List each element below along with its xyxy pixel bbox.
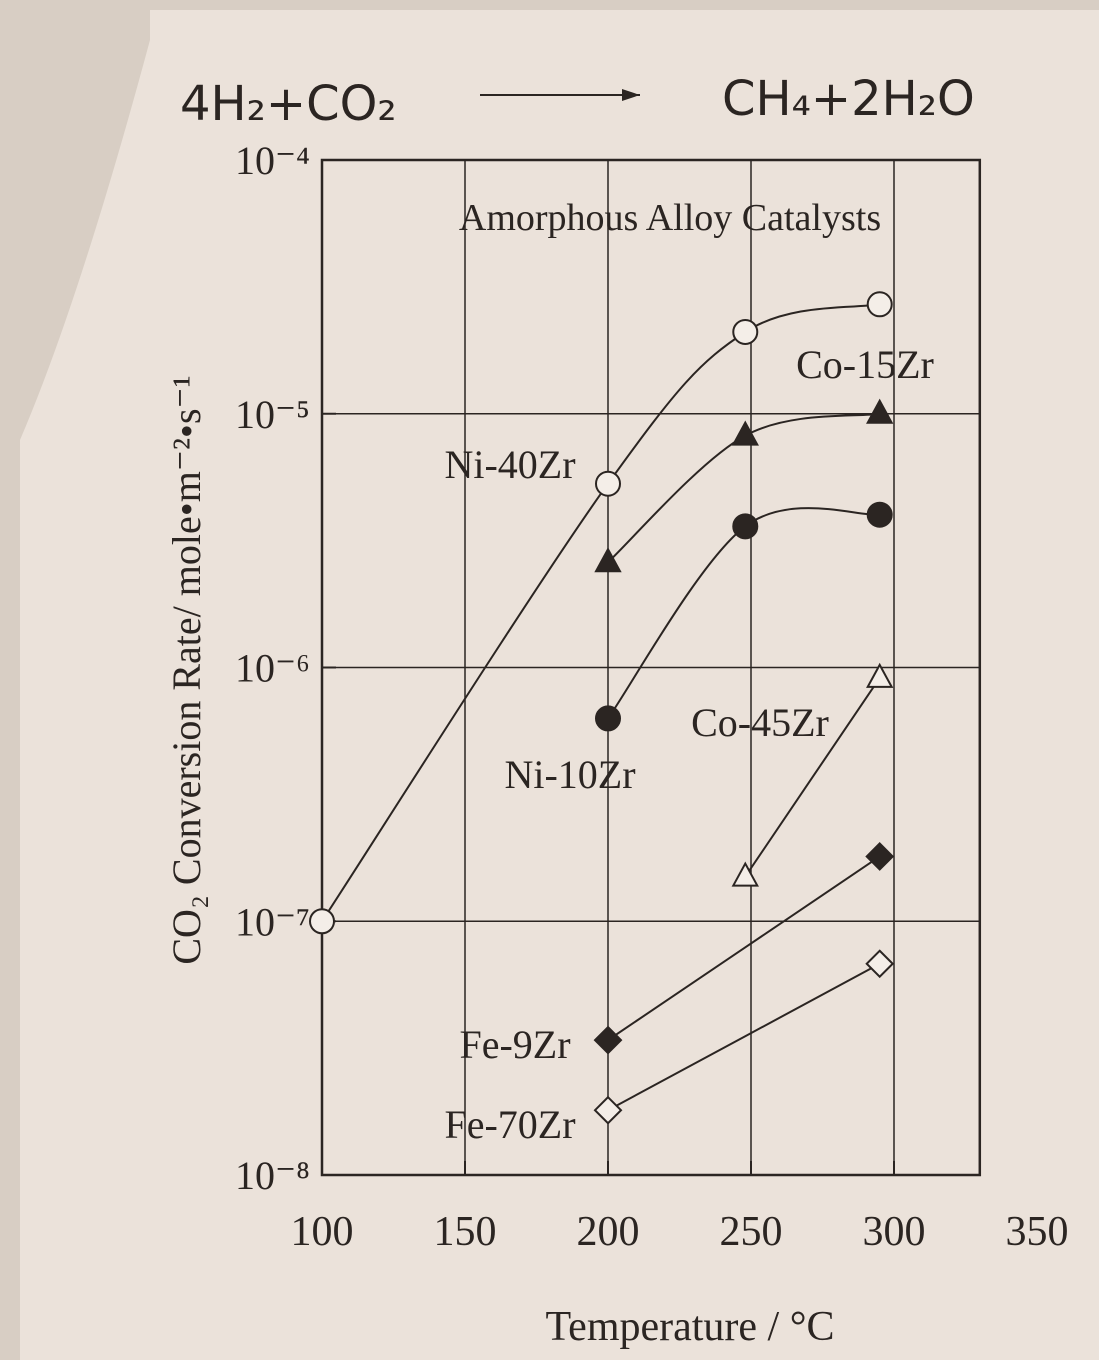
x-tick-label: 150 <box>434 1209 497 1255</box>
series-label: Fe-9Zr <box>459 1022 570 1067</box>
reaction-left: 4H₂+CO₂ <box>180 76 397 132</box>
y-tick-label: 10⁻⁷ <box>235 899 310 944</box>
chart: 4H₂+CO₂ CH₄+2H₂O Amorphous Alloy Catalys… <box>0 0 1099 1360</box>
series-label: Ni-40Zr <box>444 442 575 487</box>
x-tick-label: 350 <box>1006 1209 1069 1255</box>
series-label: Fe-70Zr <box>444 1102 575 1147</box>
chart-title: Amorphous Alloy Catalysts <box>459 197 881 239</box>
y-tick-label: 10⁻⁸ <box>235 1153 310 1198</box>
marker <box>868 503 892 527</box>
x-axis-label: Temperature / °C <box>545 1304 834 1350</box>
y-axis-label: CO₂ Conversion Rate/ mole•m⁻²•s⁻¹ <box>164 375 209 964</box>
series-label: Co-15Zr <box>796 342 934 387</box>
y-tick-label: 10⁻⁵ <box>235 392 310 437</box>
marker <box>733 514 757 538</box>
marker <box>596 472 620 496</box>
series-label: Ni-10Zr <box>504 752 635 797</box>
x-tick-label: 300 <box>863 1209 926 1255</box>
marker <box>733 320 757 344</box>
x-tick-label: 200 <box>577 1209 640 1255</box>
series-label: Co-45Zr <box>691 700 829 745</box>
marker <box>310 909 334 933</box>
x-tick-label: 250 <box>720 1209 783 1255</box>
y-tick-label: 10⁻⁶ <box>235 646 310 691</box>
y-tick-label: 10⁻⁴ <box>235 138 310 183</box>
reaction-right: CH₄+2H₂O <box>722 71 975 127</box>
marker <box>596 706 620 730</box>
marker <box>868 292 892 316</box>
x-tick-label: 100 <box>291 1209 354 1255</box>
